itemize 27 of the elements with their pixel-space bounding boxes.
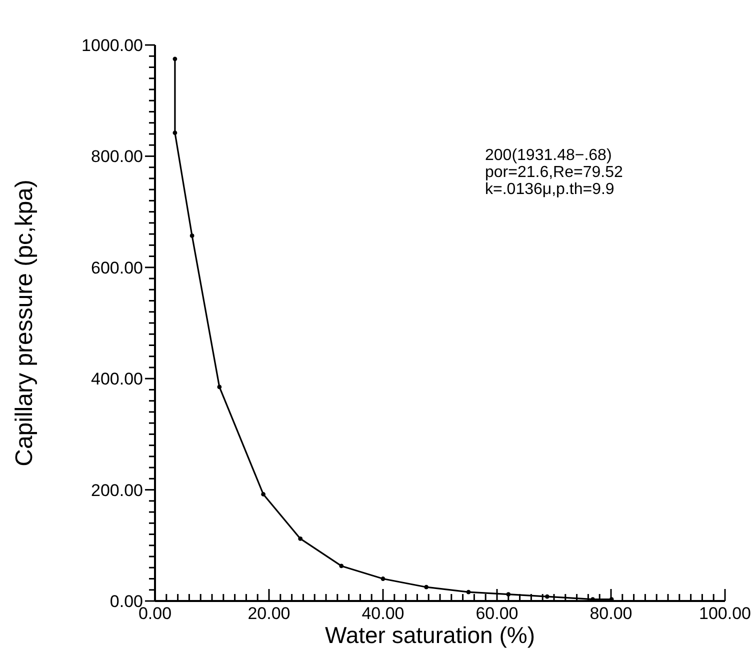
x-tick-label: 60.00	[476, 604, 518, 623]
point	[298, 536, 303, 541]
x-axis-title: Water saturation (%)	[324, 622, 536, 648]
point	[217, 384, 222, 390]
point	[466, 590, 471, 594]
y-tick-label: 1000.00	[82, 36, 143, 55]
point	[544, 594, 550, 599]
y-tick-label: 200.00	[91, 480, 143, 500]
y-tick-label: 400.00	[91, 370, 143, 389]
y-tick-label: 800.00	[91, 147, 143, 166]
point	[339, 564, 344, 568]
point	[190, 234, 194, 238]
point	[380, 576, 386, 581]
point	[506, 592, 511, 597]
annotation: por=21.6,Re=79.52	[485, 164, 623, 181]
point	[172, 56, 178, 62]
x-tick-label: 100.00	[699, 604, 751, 623]
point	[424, 584, 429, 590]
x-tick-label: 20.00	[248, 604, 290, 623]
point	[261, 492, 266, 496]
x-tick-label: 80.00	[590, 604, 632, 623]
point	[172, 130, 178, 136]
annotation: k=.0136μ,p.th=9.9	[485, 181, 614, 198]
y-tick-label: 600.00	[91, 258, 143, 278]
y-axis-title: Capillary pressure (pc,kpa)	[11, 180, 38, 466]
x-tick-label: 40.00	[362, 604, 404, 623]
annotation: 200(1931.48−.68)	[485, 147, 612, 164]
